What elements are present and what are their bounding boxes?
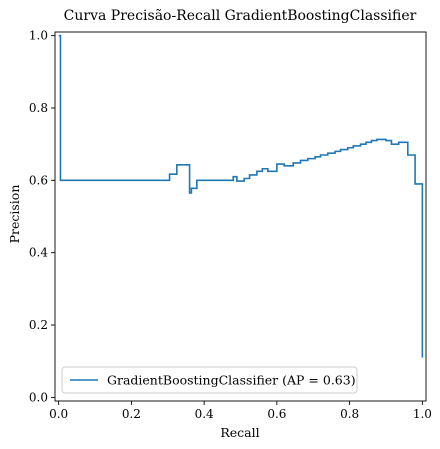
axes-frame [54, 31, 427, 402]
y-tick-label-4: 0.8 [29, 101, 48, 115]
x-tick-label-0: 0.0 [49, 407, 68, 421]
chart-title: Curva Precisão-Recall GradientBoostingCl… [64, 8, 417, 24]
x-tick-label-3: 0.6 [267, 407, 286, 421]
plot-area: 0.0 0.2 0.4 0.6 0.8 1.0 0.0 0.2 0.4 0.6 0.8 1.0 Grad… [29, 29, 432, 421]
legend-box [61, 366, 358, 394]
x-tick-label-1: 0.2 [122, 407, 141, 421]
y-tick-label-5: 1.0 [29, 29, 48, 43]
y-tick-label-0: 0.0 [29, 390, 48, 404]
y-axis-label: Precision [7, 185, 22, 244]
legend-label-0: GradientBoostingClassifier (AP = 0.63) [107, 373, 356, 388]
x-tick-label-5: 1.0 [413, 407, 432, 421]
x-tick-label-2: 0.4 [195, 407, 214, 421]
y-tick-label-3: 0.6 [29, 173, 48, 187]
y-tick-label-1: 0.2 [29, 318, 48, 332]
x-tick-label-4: 0.8 [340, 407, 359, 421]
x-axis-label: Recall [220, 425, 259, 440]
y-tick-label-2: 0.4 [29, 246, 48, 260]
series-line-0 [58, 34, 424, 358]
